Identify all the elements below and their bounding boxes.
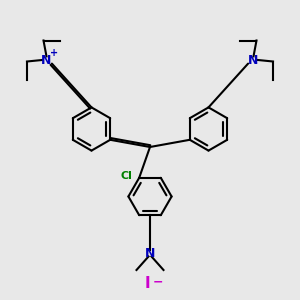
Text: +: +: [50, 47, 58, 58]
Text: N: N: [145, 247, 155, 260]
Text: Cl: Cl: [121, 171, 133, 181]
Text: I: I: [144, 276, 150, 291]
Text: N: N: [248, 53, 259, 67]
Text: N: N: [41, 53, 52, 67]
Text: −: −: [153, 275, 164, 289]
